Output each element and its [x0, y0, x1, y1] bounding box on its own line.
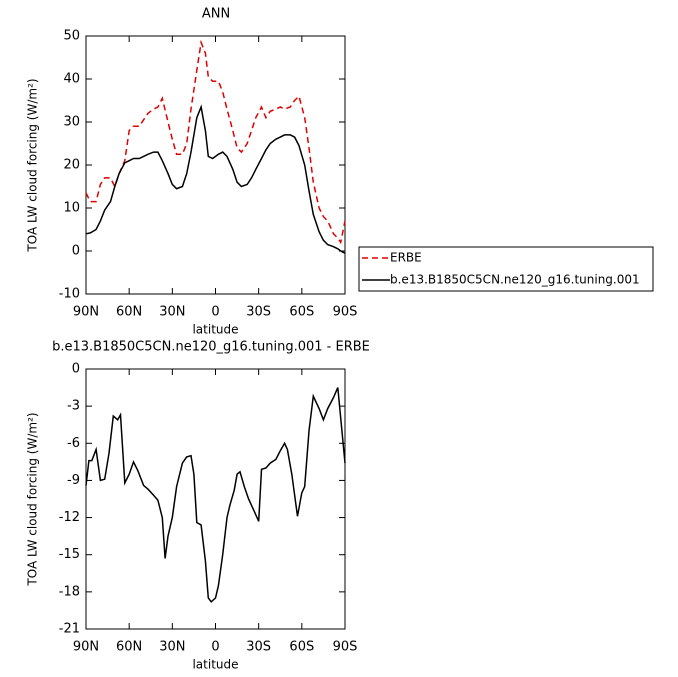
plot-frame: [85, 368, 346, 630]
x-tick-label: 30S: [246, 640, 271, 655]
x-tick-label: 90N: [73, 640, 99, 655]
x-tick-label: 60N: [116, 305, 142, 320]
y-tick-label: 10: [63, 201, 80, 216]
y-tick-label: 0: [72, 244, 80, 259]
chart-title: ANN: [202, 7, 230, 22]
x-tick-label: 0: [211, 305, 219, 320]
y-tick-label: -15: [59, 547, 80, 562]
legend-box: [358, 246, 654, 292]
legend-label: b.e13.B1850C5CN.ne120_g16.tuning.001: [390, 273, 640, 287]
data-line: [85, 387, 346, 603]
data-line: [85, 39, 346, 245]
x-axis-label: latitude: [192, 323, 238, 337]
x-tick-label: 60N: [116, 640, 142, 655]
x-tick-label: 30S: [246, 305, 271, 320]
y-tick-label: -18: [59, 584, 80, 599]
x-tick-label: 30N: [159, 640, 185, 655]
x-tick-label: 90S: [333, 640, 358, 655]
x-tick-label: 30N: [159, 305, 185, 320]
plot-frame: [85, 35, 346, 295]
x-tick-label: 90N: [73, 305, 99, 320]
y-tick-label: 20: [63, 158, 80, 173]
x-axis-label: latitude: [192, 658, 238, 672]
y-tick-label: 40: [63, 72, 80, 87]
y-tick-label: 50: [63, 29, 80, 44]
x-tick-label: 90S: [333, 305, 358, 320]
y-tick-label: -6: [67, 436, 80, 451]
y-tick-label: -9: [67, 473, 80, 488]
y-tick-label: 30: [63, 115, 80, 130]
legend-label: ERBE: [390, 251, 422, 265]
y-tick-label: -10: [59, 287, 80, 302]
chart-title: b.e13.B1850C5CN.ne120_g16.tuning.001 - E…: [52, 340, 370, 355]
x-tick-label: 0: [211, 640, 219, 655]
y-tick-label: -12: [59, 510, 80, 525]
data-line: [85, 104, 346, 254]
y-tick-label: 0: [72, 362, 80, 377]
x-tick-label: 60S: [289, 305, 314, 320]
y-axis-label: TOA LW cloud forcing (W/m²): [26, 78, 40, 252]
x-tick-label: 60S: [289, 640, 314, 655]
y-axis-label: TOA LW cloud forcing (W/m²): [26, 412, 40, 586]
y-tick-label: -21: [59, 622, 80, 637]
y-tick-label: -3: [67, 399, 80, 414]
